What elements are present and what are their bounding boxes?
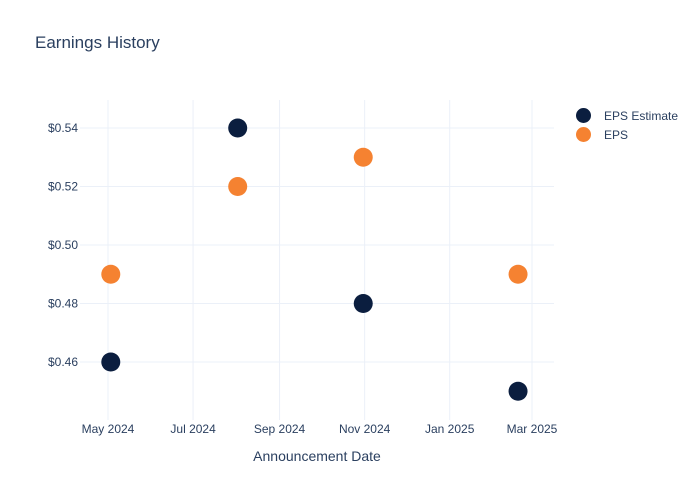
legend-label-eps-estimate: EPS Estimate (604, 108, 679, 123)
point-eps[interactable] (101, 264, 121, 284)
x-tick-label: May 2024 (82, 422, 135, 436)
point-eps-estimate[interactable] (353, 294, 373, 313)
point-eps-estimate[interactable] (228, 118, 248, 138)
legend-marker-eps (576, 127, 591, 142)
y-tick-label: $0.48 (48, 297, 78, 311)
point-eps-estimate[interactable] (508, 381, 528, 401)
chart-title: Earnings History (35, 33, 160, 52)
x-axis-label: Announcement Date (253, 448, 381, 464)
x-tick-label: Sep 2024 (254, 422, 306, 436)
y-tick-label: $0.52 (48, 180, 78, 194)
point-eps-estimate[interactable] (101, 352, 121, 372)
x-tick-label: Jul 2024 (170, 422, 216, 436)
legend-marker-eps-estimate (576, 108, 591, 123)
x-tick-label: Mar 2025 (507, 422, 558, 436)
x-tick-label: Jan 2025 (425, 422, 475, 436)
legend: EPS Estimate EPS (575, 106, 678, 144)
legend-item-eps-estimate[interactable]: EPS Estimate (575, 106, 678, 125)
legend-item-eps[interactable]: EPS (575, 125, 678, 144)
point-eps[interactable] (508, 264, 528, 284)
y-tick-label: $0.50 (48, 238, 78, 252)
point-eps[interactable] (353, 147, 373, 167)
y-tick-label: $0.46 (48, 355, 78, 369)
x-tick-label: Nov 2024 (339, 422, 391, 436)
legend-label-eps: EPS (604, 127, 629, 142)
point-eps[interactable] (228, 177, 248, 196)
y-tick-label: $0.54 (48, 121, 78, 135)
